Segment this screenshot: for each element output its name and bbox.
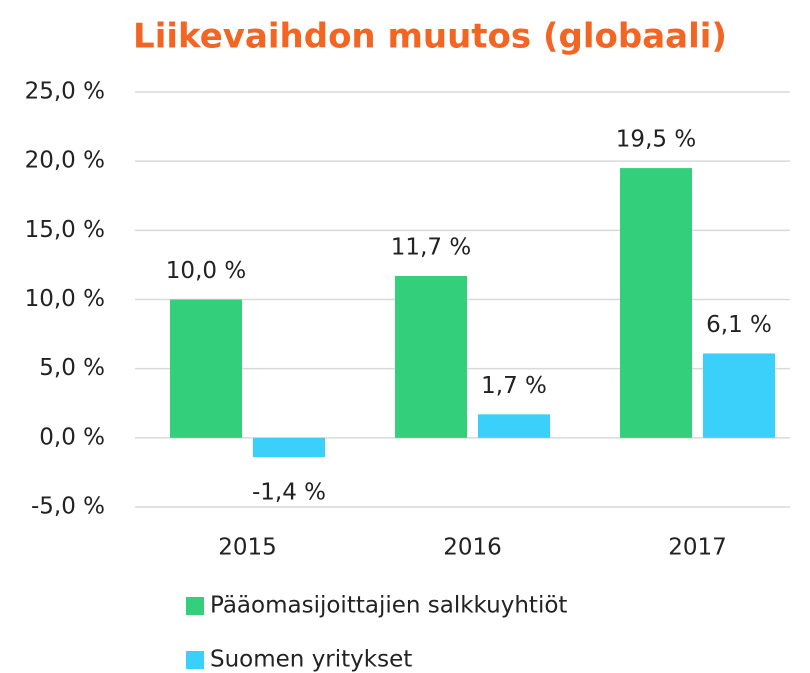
x-tick-label: 2017 xyxy=(668,535,727,561)
y-tick-label: 15,0 % xyxy=(25,217,105,243)
value-label: 19,5 % xyxy=(616,127,696,153)
y-tick-label: 10,0 % xyxy=(25,286,105,312)
value-label: 10,0 % xyxy=(166,258,246,284)
bar xyxy=(478,414,550,438)
value-label: -1,4 % xyxy=(252,480,326,506)
y-tick-label: 5,0 % xyxy=(39,355,105,381)
bar xyxy=(395,275,467,438)
value-label: 6,1 % xyxy=(706,312,772,338)
x-tick-label: 2015 xyxy=(218,535,277,561)
value-label: 1,7 % xyxy=(481,373,547,399)
y-tick-label: 0,0 % xyxy=(39,424,105,450)
bar xyxy=(620,168,692,438)
bar xyxy=(253,437,325,458)
value-label: 11,7 % xyxy=(391,234,471,260)
x-tick-label: 2016 xyxy=(443,535,502,561)
legend-label: Pääomasijoittajien salkkuyhtiöt xyxy=(210,593,567,619)
bar xyxy=(170,299,242,438)
bar xyxy=(703,353,775,438)
y-tick-label: 20,0 % xyxy=(25,148,105,174)
legend-label: Suomen yritykset xyxy=(210,647,412,673)
legend-swatch xyxy=(186,597,204,615)
chart-title: Liikevaihdon muutos (globaali) xyxy=(133,17,727,57)
legend-swatch xyxy=(186,651,204,669)
y-tick-label: 25,0 % xyxy=(25,79,105,105)
y-tick-label: -5,0 % xyxy=(31,494,105,520)
